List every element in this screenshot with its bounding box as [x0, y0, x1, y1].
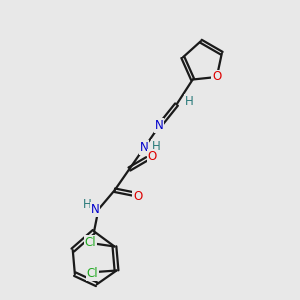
Text: O: O: [148, 150, 157, 163]
Text: H: H: [83, 198, 92, 211]
Text: N: N: [154, 119, 163, 132]
Text: N: N: [91, 203, 99, 216]
Text: Cl: Cl: [85, 236, 96, 248]
Text: Cl: Cl: [87, 267, 98, 280]
Text: H: H: [185, 95, 194, 108]
Text: H: H: [152, 140, 161, 153]
Text: O: O: [133, 190, 142, 202]
Text: N: N: [140, 141, 148, 154]
Text: O: O: [212, 70, 221, 83]
